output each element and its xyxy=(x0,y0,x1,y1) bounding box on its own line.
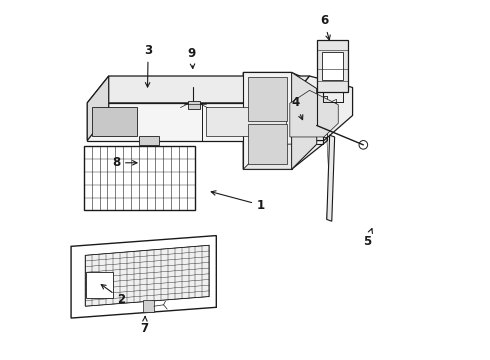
Polygon shape xyxy=(87,103,288,140)
Bar xyxy=(84,146,195,211)
Text: 8: 8 xyxy=(112,156,137,169)
Polygon shape xyxy=(85,245,209,306)
Polygon shape xyxy=(248,77,287,121)
Bar xyxy=(322,52,343,80)
Bar xyxy=(87,272,113,298)
Polygon shape xyxy=(248,125,287,164)
Polygon shape xyxy=(87,76,109,140)
Polygon shape xyxy=(205,107,286,136)
Polygon shape xyxy=(71,235,216,318)
Polygon shape xyxy=(143,301,154,312)
Polygon shape xyxy=(243,72,327,169)
Polygon shape xyxy=(92,107,137,136)
Text: 7: 7 xyxy=(141,316,148,335)
Polygon shape xyxy=(188,101,200,109)
Polygon shape xyxy=(139,136,159,145)
Polygon shape xyxy=(87,76,310,103)
Polygon shape xyxy=(327,135,335,221)
Text: 1: 1 xyxy=(211,191,265,212)
Polygon shape xyxy=(288,76,353,140)
Text: 3: 3 xyxy=(144,44,152,87)
Polygon shape xyxy=(292,72,317,169)
Text: 2: 2 xyxy=(101,284,125,306)
Text: 9: 9 xyxy=(188,47,196,68)
Polygon shape xyxy=(243,72,292,169)
Polygon shape xyxy=(317,40,348,92)
Text: 4: 4 xyxy=(291,96,303,120)
Polygon shape xyxy=(243,144,317,169)
Polygon shape xyxy=(290,90,338,137)
Text: 6: 6 xyxy=(320,14,330,40)
Text: 5: 5 xyxy=(363,229,372,248)
